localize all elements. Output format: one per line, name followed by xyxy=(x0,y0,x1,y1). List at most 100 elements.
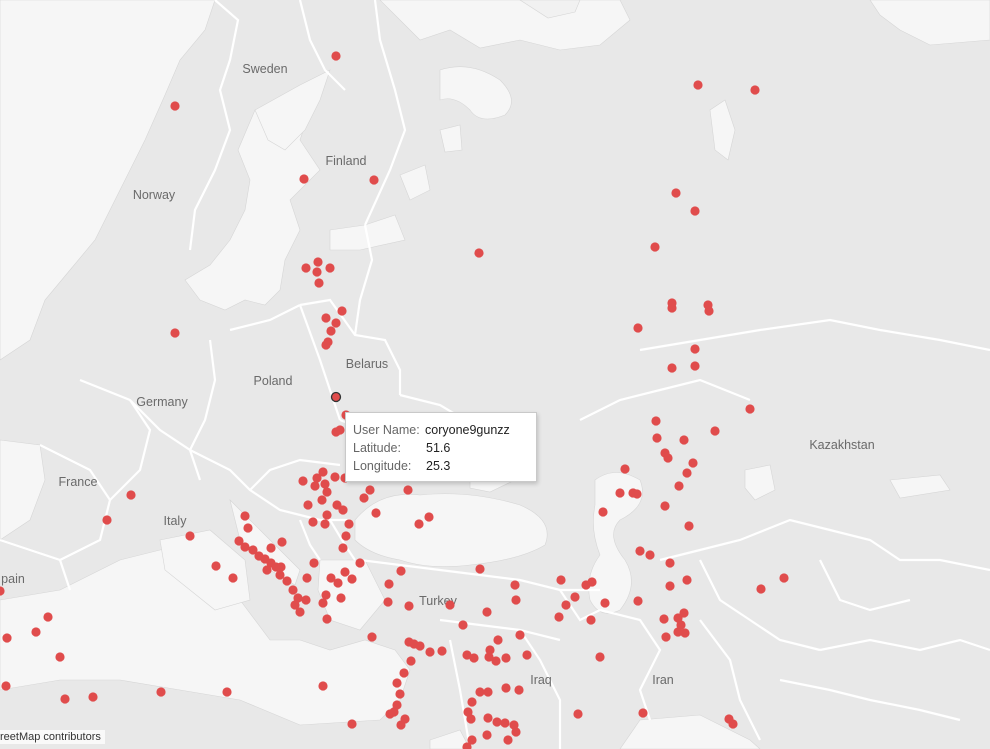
user-location-marker[interactable] xyxy=(403,485,413,495)
user-location-marker[interactable] xyxy=(211,561,221,571)
user-location-marker[interactable] xyxy=(321,340,331,350)
user-location-marker[interactable] xyxy=(275,570,285,580)
user-location-marker[interactable] xyxy=(650,242,660,252)
user-location-marker[interactable] xyxy=(511,595,521,605)
user-location-marker[interactable] xyxy=(680,628,690,638)
user-location-marker[interactable] xyxy=(326,573,336,583)
user-location-marker[interactable] xyxy=(396,720,406,730)
user-location-marker[interactable] xyxy=(295,607,305,617)
user-location-marker[interactable] xyxy=(299,174,309,184)
user-location-marker[interactable] xyxy=(463,707,473,717)
user-location-marker[interactable] xyxy=(482,730,492,740)
user-location-marker[interactable] xyxy=(586,615,596,625)
user-location-marker[interactable] xyxy=(126,490,136,500)
user-location-marker[interactable] xyxy=(321,590,331,600)
user-location-marker[interactable] xyxy=(396,566,406,576)
user-location-marker[interactable] xyxy=(556,575,566,585)
user-location-marker[interactable] xyxy=(384,579,394,589)
user-location-marker[interactable] xyxy=(399,668,409,678)
user-location-marker[interactable] xyxy=(234,536,244,546)
user-location-marker[interactable] xyxy=(369,175,379,185)
user-location-marker[interactable] xyxy=(282,576,292,586)
user-location-marker[interactable] xyxy=(243,523,253,533)
user-location-marker[interactable] xyxy=(633,596,643,606)
user-location-marker[interactable] xyxy=(598,507,608,517)
user-location-marker[interactable] xyxy=(318,681,328,691)
user-location-marker[interactable] xyxy=(276,562,286,572)
user-location-marker[interactable] xyxy=(674,481,684,491)
user-location-marker[interactable] xyxy=(312,473,322,483)
user-location-marker[interactable] xyxy=(322,510,332,520)
user-location-marker[interactable] xyxy=(493,635,503,645)
user-location-marker[interactable] xyxy=(437,646,447,656)
user-location-marker[interactable] xyxy=(371,508,381,518)
user-location-marker[interactable] xyxy=(347,574,357,584)
user-location-marker[interactable] xyxy=(665,558,675,568)
user-location-marker[interactable] xyxy=(156,687,166,697)
user-location-marker[interactable] xyxy=(467,697,477,707)
user-location-marker[interactable] xyxy=(322,614,332,624)
user-location-marker[interactable] xyxy=(515,630,525,640)
user-location-marker[interactable] xyxy=(314,278,324,288)
user-location-marker[interactable] xyxy=(290,600,300,610)
user-location-marker[interactable] xyxy=(615,488,625,498)
user-location-marker[interactable] xyxy=(383,597,393,607)
user-location-marker[interactable] xyxy=(511,727,521,737)
user-location-marker[interactable] xyxy=(485,645,495,655)
selected-marker[interactable] xyxy=(330,391,342,403)
user-location-marker[interactable] xyxy=(467,735,477,745)
user-location-marker[interactable] xyxy=(690,344,700,354)
user-location-marker[interactable] xyxy=(404,601,414,611)
user-location-marker[interactable] xyxy=(779,573,789,583)
user-location-marker[interactable] xyxy=(673,627,683,637)
user-location-marker[interactable] xyxy=(475,564,485,574)
user-location-marker[interactable] xyxy=(310,481,320,491)
user-location-marker[interactable] xyxy=(331,427,341,437)
user-location-marker[interactable] xyxy=(483,687,493,697)
user-location-marker[interactable] xyxy=(325,263,335,273)
user-location-marker[interactable] xyxy=(240,511,250,521)
user-location-marker[interactable] xyxy=(293,593,303,603)
user-location-marker[interactable] xyxy=(682,468,692,478)
user-location-marker[interactable] xyxy=(514,685,524,695)
user-location-marker[interactable] xyxy=(331,51,341,61)
user-location-marker[interactable] xyxy=(693,80,703,90)
user-location-marker[interactable] xyxy=(248,545,258,555)
user-location-marker[interactable] xyxy=(365,485,375,495)
user-location-marker[interactable] xyxy=(277,537,287,547)
user-location-marker[interactable] xyxy=(665,581,675,591)
user-location-marker[interactable] xyxy=(632,489,642,499)
user-location-marker[interactable] xyxy=(322,487,332,497)
user-location-marker[interactable] xyxy=(425,647,435,657)
user-location-marker[interactable] xyxy=(638,708,648,718)
user-location-marker[interactable] xyxy=(240,542,250,552)
user-location-marker[interactable] xyxy=(31,627,41,637)
user-location-marker[interactable] xyxy=(298,476,308,486)
user-location-marker[interactable] xyxy=(0,586,5,596)
user-location-marker[interactable] xyxy=(492,717,502,727)
user-location-marker[interactable] xyxy=(414,519,424,529)
user-location-marker[interactable] xyxy=(60,694,70,704)
user-location-marker[interactable] xyxy=(331,318,341,328)
user-location-marker[interactable] xyxy=(573,709,583,719)
user-location-marker[interactable] xyxy=(170,101,180,111)
user-location-marker[interactable] xyxy=(308,517,318,527)
user-location-marker[interactable] xyxy=(620,464,630,474)
user-location-marker[interactable] xyxy=(170,328,180,338)
user-location-marker[interactable] xyxy=(317,495,327,505)
user-location-marker[interactable] xyxy=(347,719,357,729)
user-location-marker[interactable] xyxy=(475,687,485,697)
user-location-marker[interactable] xyxy=(462,650,472,660)
user-location-marker[interactable] xyxy=(661,632,671,642)
user-location-marker[interactable] xyxy=(651,416,661,426)
user-location-marker[interactable] xyxy=(690,206,700,216)
user-location-marker[interactable] xyxy=(301,263,311,273)
user-location-marker[interactable] xyxy=(228,573,238,583)
user-location-marker[interactable] xyxy=(676,620,686,630)
user-location-marker[interactable] xyxy=(501,653,511,663)
user-location-marker[interactable] xyxy=(445,600,455,610)
user-location-marker[interactable] xyxy=(503,735,513,745)
user-location-marker[interactable] xyxy=(587,577,597,587)
user-location-marker[interactable] xyxy=(2,633,12,643)
